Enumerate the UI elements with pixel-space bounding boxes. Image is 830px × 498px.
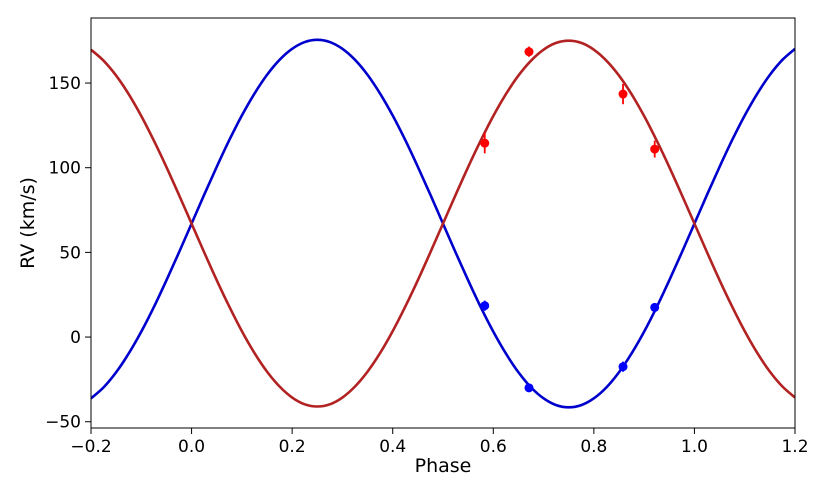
x-tick-label: 0.4 xyxy=(379,437,406,457)
data-point xyxy=(650,144,660,154)
x-tick-label: 0.8 xyxy=(580,437,607,457)
data-point xyxy=(524,47,534,57)
x-tick-label: −0.2 xyxy=(70,437,111,457)
x-tick-label: 1.0 xyxy=(681,437,708,457)
y-tick-label: 100 xyxy=(49,159,81,179)
x-axis-label: Phase xyxy=(415,455,472,477)
x-tick-label: 1.2 xyxy=(781,437,808,457)
data-point xyxy=(480,138,490,148)
x-tick-label: 0.2 xyxy=(279,437,306,457)
plot-frame xyxy=(90,17,796,429)
data-point xyxy=(618,362,628,372)
y-tick-label: 50 xyxy=(59,243,81,263)
y-axis-label: RV (km/s) xyxy=(17,177,39,269)
data-point xyxy=(480,301,490,311)
rv-curve xyxy=(91,39,795,408)
x-tick-label: 0.0 xyxy=(178,437,205,457)
plot-area xyxy=(91,38,795,409)
y-tick-label: 150 xyxy=(49,74,81,94)
y-tick-label: −50 xyxy=(45,413,81,433)
y-tick-label: 0 xyxy=(70,328,81,348)
data-point xyxy=(524,383,534,393)
data-point xyxy=(618,89,628,99)
data-point xyxy=(650,302,660,312)
x-tick-label: 0.6 xyxy=(480,437,507,457)
